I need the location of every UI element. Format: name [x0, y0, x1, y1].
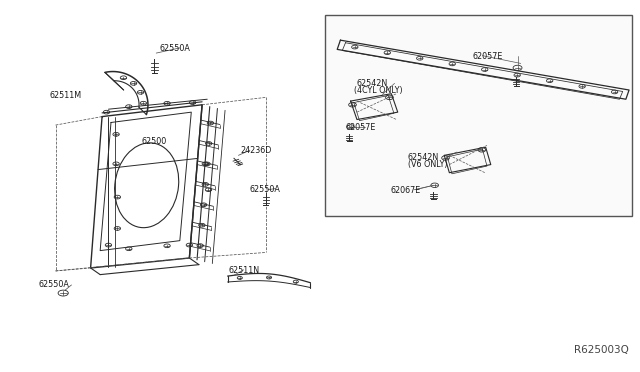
Text: (4CYL ONLY): (4CYL ONLY) — [354, 86, 403, 95]
Text: R625003Q: R625003Q — [574, 345, 629, 355]
Bar — [325, 15, 632, 216]
Text: 62057E: 62057E — [346, 123, 376, 132]
Text: 62511M: 62511M — [49, 91, 81, 100]
Text: 62550A: 62550A — [250, 185, 281, 194]
Text: 62542N: 62542N — [408, 153, 439, 162]
Text: 24236D: 24236D — [241, 147, 272, 155]
Text: 62542N: 62542N — [357, 79, 388, 88]
Text: 62550A: 62550A — [38, 280, 69, 289]
Text: 62511N: 62511N — [228, 266, 259, 275]
Text: 62550A: 62550A — [159, 44, 190, 53]
Text: 62067E: 62067E — [390, 186, 420, 195]
Text: 62057E: 62057E — [473, 52, 503, 61]
Text: (V6 ONLY): (V6 ONLY) — [408, 160, 447, 169]
Text: 62500: 62500 — [141, 137, 167, 146]
